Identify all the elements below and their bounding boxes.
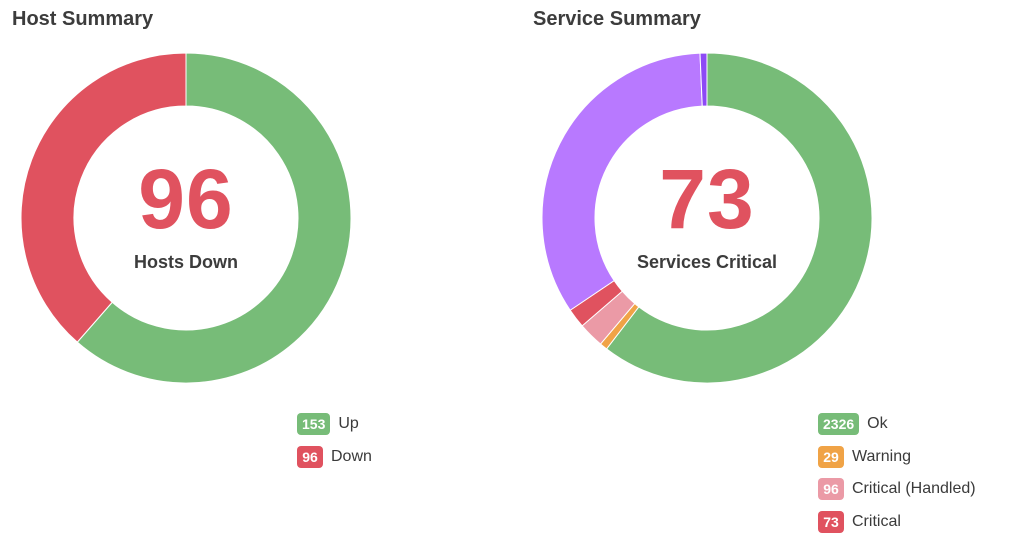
up-label: Up [338,415,359,433]
hosts-down-count: 96 [138,152,234,246]
host-summary-legend: 153 Up 96 Down [297,408,372,473]
service-slice-5[interactable] [699,52,708,107]
legend-item-ok[interactable]: 2326 Ok [818,408,976,441]
warning-label: Warning [852,447,911,465]
critical-handled-label: Critical (Handled) [852,480,976,498]
hosts-down-label: Hosts Down [133,252,238,272]
legend-item-up[interactable]: 153 Up [297,408,372,441]
warning-count-badge: 29 [818,445,844,468]
legend-item-down[interactable]: 96 Down [297,441,372,474]
host-slice-1[interactable] [20,52,187,343]
critical-count-badge: 73 [818,510,844,533]
service-summary-legend: 2326 Ok 29 Warning 96 Critical (Handled)… [818,408,976,538]
service-summary-panel: Service Summary 73 Services Critical 232… [533,0,1013,540]
critical-handled-count-badge: 96 [818,478,844,501]
host-donut-chart[interactable] [20,52,352,384]
services-critical-label: Services Critical [636,252,778,272]
critical-label: Critical [852,512,901,530]
service-summary-donut[interactable]: 73 Services Critical [541,52,873,384]
service-donut-chart[interactable] [541,52,873,384]
services-critical-count: 73 [659,152,755,246]
host-summary-title: Host Summary [12,8,154,30]
service-summary-title: Service Summary [533,8,701,30]
host-slice-0[interactable] [76,52,352,384]
ok-count-badge: 2326 [818,413,860,436]
ok-label: Ok [867,415,888,433]
host-summary-donut[interactable]: 96 Hosts Down [20,52,352,384]
service-slice-4[interactable] [541,52,703,311]
legend-item-warning[interactable]: 29 Warning [818,441,976,474]
down-label: Down [331,447,372,465]
legend-item-critical-handled[interactable]: 96 Critical (Handled) [818,473,976,506]
legend-item-critical[interactable]: 73 Critical [818,506,976,539]
down-count-badge: 96 [297,445,323,468]
up-count-badge: 153 [297,413,331,436]
service-slice-0[interactable] [605,52,873,384]
host-summary-panel: Host Summary 96 Hosts Down 153 Up 96 Dow… [12,0,432,540]
